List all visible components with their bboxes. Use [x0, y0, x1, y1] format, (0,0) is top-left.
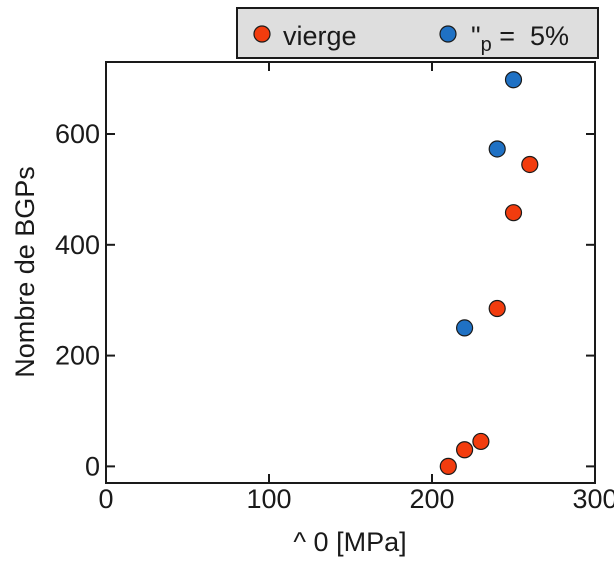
- point-vierge: [439, 457, 457, 475]
- legend-label-vierge: vierge: [283, 21, 357, 51]
- y-tick-label: 0: [85, 451, 100, 481]
- point-porosity-5pct: [504, 71, 523, 89]
- legend-label-porosity: "p = 5%: [471, 21, 569, 56]
- point-vierge: [504, 204, 523, 222]
- x-axis-label: ^ 0 [MPa]: [293, 527, 406, 557]
- x-tick-label: 100: [246, 484, 291, 514]
- legend-marker-vierge: [253, 25, 271, 43]
- x-tick-label: 0: [98, 484, 113, 514]
- x-axis: 0 100 200 300: [98, 62, 614, 514]
- y-axis: 0 200 400 600: [55, 119, 595, 481]
- legend-label-porosity-subscript: p: [481, 34, 492, 56]
- legend-marker-porosity: [439, 25, 457, 43]
- point-vierge: [488, 299, 506, 318]
- point-porosity-5pct: [456, 319, 474, 337]
- legend: vierge "p = 5%: [236, 7, 599, 59]
- legend-label-porosity-value: = 5%: [492, 21, 569, 51]
- point-porosity-5pct: [488, 140, 506, 158]
- y-tick-label: 400: [55, 230, 100, 260]
- x-tick-label: 300: [572, 484, 614, 514]
- y-tick-label: 600: [55, 119, 100, 149]
- legend-box: [236, 7, 599, 59]
- x-tick-label: 200: [409, 484, 454, 514]
- point-vierge: [472, 432, 490, 451]
- y-tick-label: 200: [55, 341, 100, 371]
- legend-label-porosity-symbol: ": [471, 21, 481, 51]
- plot-area: [105, 61, 596, 484]
- point-vierge: [456, 441, 474, 459]
- point-vierge: [521, 155, 539, 174]
- y-axis-label: Nombre de BGPs: [10, 166, 40, 378]
- data-points: [439, 71, 539, 475]
